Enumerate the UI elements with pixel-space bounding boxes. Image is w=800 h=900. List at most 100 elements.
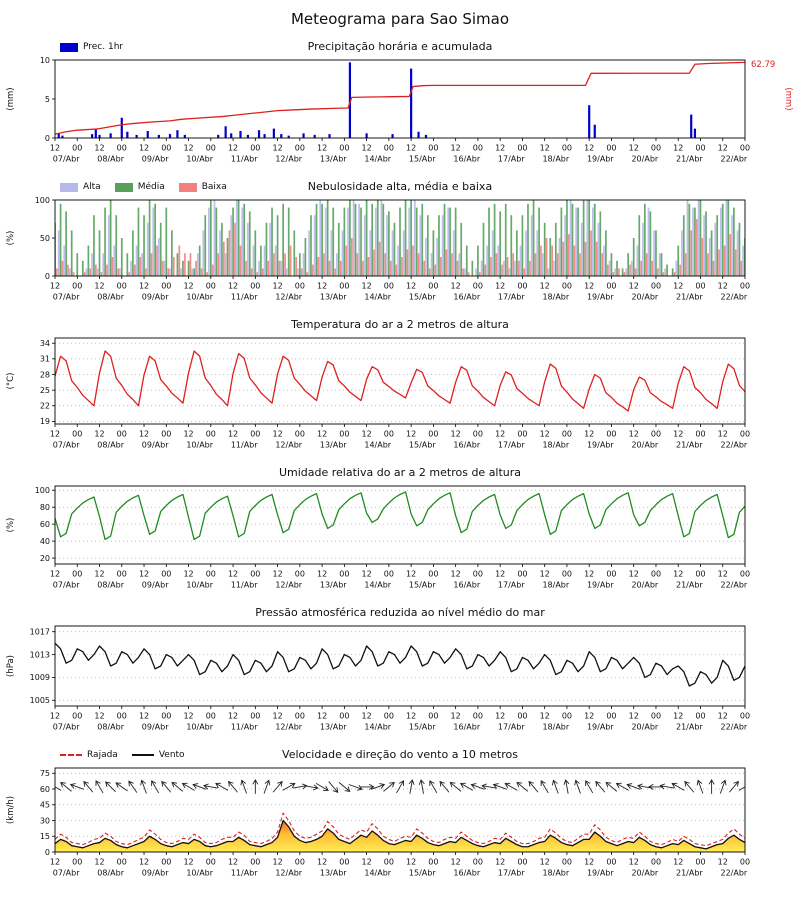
svg-text:00: 00 xyxy=(651,430,661,439)
svg-text:10/Abr: 10/Abr xyxy=(186,869,213,878)
svg-text:12: 12 xyxy=(139,712,149,721)
legend-item-media: Média xyxy=(114,182,165,192)
svg-text:12: 12 xyxy=(228,430,238,439)
svg-text:12: 12 xyxy=(451,858,461,867)
svg-text:100: 100 xyxy=(35,486,50,495)
svg-text:20/Abr: 20/Abr xyxy=(631,155,658,164)
precipitation-chart: 0 5 10 12 00 12 00 12 00 12 00 12 00 12 00 12 00 12 00 12 00… xyxy=(6,56,793,164)
svg-text:19/Abr: 19/Abr xyxy=(587,155,614,164)
svg-text:12/Abr: 12/Abr xyxy=(275,723,302,732)
svg-text:07/Abr: 07/Abr xyxy=(53,155,80,164)
svg-text:12: 12 xyxy=(50,282,60,291)
svg-text:11/Abr: 11/Abr xyxy=(231,581,258,590)
svg-text:12: 12 xyxy=(272,144,282,153)
svg-text:22/Abr: 22/Abr xyxy=(721,293,748,302)
svg-text:00: 00 xyxy=(206,144,216,153)
svg-text:08/Abr: 08/Abr xyxy=(97,723,124,732)
svg-text:00: 00 xyxy=(72,712,82,721)
svg-text:00: 00 xyxy=(695,144,705,153)
svg-text:11/Abr: 11/Abr xyxy=(231,723,258,732)
svg-text:12: 12 xyxy=(94,570,104,579)
svg-text:(%): (%) xyxy=(6,518,16,533)
svg-text:17/Abr: 17/Abr xyxy=(498,155,525,164)
svg-text:07/Abr: 07/Abr xyxy=(53,581,80,590)
svg-text:09/Abr: 09/Abr xyxy=(142,293,169,302)
svg-text:16/Abr: 16/Abr xyxy=(453,441,480,450)
svg-text:12: 12 xyxy=(317,858,327,867)
svg-text:12: 12 xyxy=(139,858,149,867)
svg-text:12: 12 xyxy=(317,144,327,153)
panel-wind: Rajada Vento Velocidade e direção do ven… xyxy=(0,748,800,882)
svg-text:22/Abr: 22/Abr xyxy=(721,155,748,164)
svg-text:00: 00 xyxy=(206,282,216,291)
svg-text:00: 00 xyxy=(250,570,260,579)
legend-item-vento: Vento xyxy=(131,750,185,760)
svg-text:00: 00 xyxy=(651,144,661,153)
svg-text:00: 00 xyxy=(161,712,171,721)
svg-text:12: 12 xyxy=(629,282,639,291)
svg-text:12: 12 xyxy=(673,858,683,867)
svg-text:07/Abr: 07/Abr xyxy=(53,441,80,450)
svg-text:12: 12 xyxy=(94,282,104,291)
svg-text:11/Abr: 11/Abr xyxy=(231,869,258,878)
svg-text:12: 12 xyxy=(228,570,238,579)
svg-text:12: 12 xyxy=(718,570,728,579)
svg-text:00: 00 xyxy=(651,858,661,867)
temperature-chart: 19 22 25 28 31 34 12 00 12 00 12 00 12 00 12 00 12 00 12 00… xyxy=(6,337,750,450)
svg-text:12: 12 xyxy=(495,712,505,721)
svg-text:12: 12 xyxy=(406,144,416,153)
svg-text:12: 12 xyxy=(495,430,505,439)
svg-text:10/Abr: 10/Abr xyxy=(186,581,213,590)
svg-text:00: 00 xyxy=(695,712,705,721)
svg-text:17/Abr: 17/Abr xyxy=(498,581,525,590)
svg-text:00: 00 xyxy=(428,712,438,721)
svg-text:28: 28 xyxy=(40,370,50,379)
svg-text:00: 00 xyxy=(428,430,438,439)
svg-text:00: 00 xyxy=(562,282,572,291)
svg-text:00: 00 xyxy=(117,144,127,153)
panel-head-wind: Rajada Vento Velocidade e direção do ven… xyxy=(0,748,800,764)
panel-cloudiness: Alta Média Baixa Nebulosidade alta, médi… xyxy=(0,180,800,306)
svg-text:00: 00 xyxy=(161,858,171,867)
svg-text:12: 12 xyxy=(495,144,505,153)
svg-text:12: 12 xyxy=(139,282,149,291)
svg-text:12: 12 xyxy=(183,144,193,153)
svg-text:1017: 1017 xyxy=(30,628,50,637)
svg-text:(hPa): (hPa) xyxy=(6,655,16,677)
svg-text:12: 12 xyxy=(94,712,104,721)
svg-text:12: 12 xyxy=(629,712,639,721)
svg-text:07/Abr: 07/Abr xyxy=(53,723,80,732)
svg-text:18/Abr: 18/Abr xyxy=(542,293,569,302)
svg-text:10/Abr: 10/Abr xyxy=(186,723,213,732)
svg-text:17/Abr: 17/Abr xyxy=(498,441,525,450)
cloudiness-chart: 0 50 100 12 00 12 00 12 00 12 00 12 00 12 00 12 00 12 00 12… xyxy=(6,196,750,302)
svg-text:12: 12 xyxy=(50,858,60,867)
vento-line-swatch xyxy=(131,754,154,756)
svg-text:18/Abr: 18/Abr xyxy=(542,869,569,878)
svg-text:00: 00 xyxy=(206,712,216,721)
svg-text:21/Abr: 21/Abr xyxy=(676,155,703,164)
svg-text:00: 00 xyxy=(740,570,750,579)
legend-wind: Rajada Vento xyxy=(60,750,185,760)
svg-text:19/Abr: 19/Abr xyxy=(587,293,614,302)
svg-text:00: 00 xyxy=(206,570,216,579)
svg-text:08/Abr: 08/Abr xyxy=(97,155,124,164)
svg-text:00: 00 xyxy=(117,570,127,579)
svg-text:16/Abr: 16/Abr xyxy=(453,293,480,302)
svg-text:14/Abr: 14/Abr xyxy=(364,581,391,590)
alta-label: Alta xyxy=(83,182,101,192)
svg-text:00: 00 xyxy=(384,430,394,439)
svg-text:12: 12 xyxy=(362,858,372,867)
svg-text:11/Abr: 11/Abr xyxy=(231,293,258,302)
svg-text:00: 00 xyxy=(428,282,438,291)
svg-text:12/Abr: 12/Abr xyxy=(275,581,302,590)
svg-text:12: 12 xyxy=(183,570,193,579)
svg-text:09/Abr: 09/Abr xyxy=(142,869,169,878)
svg-text:00: 00 xyxy=(740,712,750,721)
svg-text:15: 15 xyxy=(40,832,50,841)
svg-text:00: 00 xyxy=(250,712,260,721)
svg-text:17/Abr: 17/Abr xyxy=(498,869,525,878)
svg-text:19: 19 xyxy=(40,417,50,426)
svg-text:00: 00 xyxy=(117,858,127,867)
